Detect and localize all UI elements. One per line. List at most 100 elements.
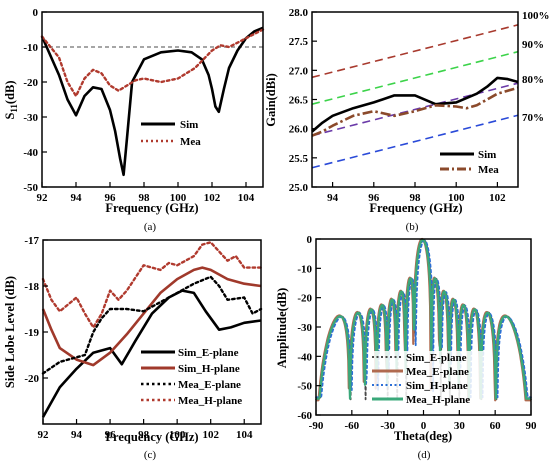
panel-a-ylabel-sub: 11	[9, 104, 19, 113]
y-tick-label: -30	[23, 112, 38, 124]
legend-sim-label: Sim	[180, 119, 198, 131]
legend-mea-e-label: Mea_E-plane	[406, 366, 469, 378]
panel-c-xlabel: Frequency (GHz)	[105, 430, 198, 444]
efficiency-line	[311, 114, 519, 169]
legend-sim-h-label: Sim_H-plane	[178, 363, 240, 375]
panel-c-ticks: 92 94 96 98 100 102 104 -17 -18 -19 -20	[24, 235, 253, 441]
x-tick-label: -90	[309, 420, 324, 432]
x-tick-label: 98	[139, 192, 151, 204]
panel-b-ylabel: Gain(dBi)	[264, 73, 278, 127]
y-tick-label: 25.0	[289, 182, 309, 194]
y-tick-label: -60	[297, 410, 312, 422]
panel-d-ticks: -90 -60 -30 0 30 60 900-10-20-30-40-50-60	[297, 234, 537, 432]
panel-d-xlabel: Theta(deg)	[394, 429, 452, 443]
x-tick-label: 104	[236, 429, 253, 441]
panel-b-caption: (b)	[406, 221, 419, 233]
panel-b-gain: 94 96 98 100 102 25.0 25.5 26.0 26.5 27.0 27.5 28.0…	[264, 7, 550, 233]
y-tick-label: -40	[23, 147, 38, 159]
panel-d-pattern: -90 -60 -30 0 30 60 900-10-20-30-40-50-60 Thet…	[275, 234, 537, 461]
series-sim_e-plane	[41, 289, 262, 418]
efficiency-line	[311, 50, 519, 105]
y-tick-label: 0	[307, 234, 313, 246]
efficiency-label: 70%	[522, 112, 544, 124]
y-tick-label: 0	[33, 7, 39, 19]
legend-sim-h-label: Sim_H-plane	[406, 380, 468, 392]
legend-mea-label: Mea	[180, 136, 201, 148]
y-tick-label: 28.0	[289, 7, 309, 19]
legend-sim-e-label: Sim_E-plane	[406, 352, 467, 364]
y-tick-label: -10	[23, 42, 38, 54]
y-tick-label: -20	[23, 77, 38, 89]
panel-c-sidelobe: 92 94 96 98 100 102 104 -17 -18 -19 -20 Frequency …	[3, 235, 263, 461]
x-tick-label: 94	[71, 192, 83, 204]
panel-c-series	[41, 241, 263, 418]
series-sim_h-plane	[41, 266, 262, 367]
panel-b-legend: Sim Mea	[440, 149, 499, 176]
series-mea	[40, 28, 265, 98]
x-tick-label: 100	[170, 192, 187, 204]
panel-c-caption: (c)	[144, 449, 157, 461]
efficiency-label: 90%	[522, 39, 544, 51]
series-mea_h-plane	[315, 238, 532, 400]
series-mea_h-plane	[41, 241, 263, 329]
x-tick-label: 0	[421, 420, 427, 432]
panel-a-ticks: 92 94 96 98 100 102 104 0 -10 -20 -30 -40 -50	[23, 7, 254, 204]
x-tick-label: 90	[526, 420, 538, 432]
efficiency-line	[311, 82, 519, 137]
y-tick-label: 26.5	[289, 95, 309, 107]
efficiency-line	[311, 24, 519, 79]
panel-a-caption: (a)	[144, 221, 157, 233]
panel-b-xlabel: Frequency (GHz)	[369, 201, 462, 215]
panel-a-ylabel-unit: (dB)	[3, 80, 17, 104]
y-tick-label: -20	[24, 373, 39, 385]
series-sim	[311, 76, 519, 133]
panel-a-xlabel: Frequency (GHz)	[105, 201, 198, 215]
panel-b-ticks: 94 96 98 100 102 25.0 25.5 26.0 26.5 27.0 27.5 28.0	[289, 7, 506, 204]
panel-a-legend: Sim Mea	[141, 119, 201, 148]
panel-a-s11: 92 94 96 98 100 102 104 0 -10 -20 -30 -40 -50 Freque…	[3, 7, 265, 233]
legend-mea-h-label: Mea_H-plane	[178, 395, 242, 407]
x-tick-label: 100	[448, 192, 465, 204]
y-tick-label: -20	[297, 293, 312, 305]
x-tick-label: 92	[37, 192, 49, 204]
x-tick-label: 92	[38, 429, 50, 441]
y-tick-label: -30	[297, 322, 312, 334]
legend-mea-e-label: Mea_E-plane	[178, 379, 241, 391]
legend-mea-h-label: Mea_H-plane	[406, 394, 470, 406]
y-tick-label: -50	[23, 182, 38, 194]
legend-mea-label: Mea	[478, 164, 499, 176]
panel-d-caption: (d)	[418, 449, 431, 461]
x-tick-label: 60	[490, 420, 502, 432]
x-tick-label: 94	[327, 192, 339, 204]
x-tick-label: 104	[238, 192, 255, 204]
x-tick-label: 100	[169, 429, 186, 441]
x-tick-label: 98	[138, 429, 150, 441]
panel-b-efficiency-labels: 100% 90% 80% 70%	[522, 10, 550, 124]
x-tick-label: -30	[380, 420, 395, 432]
efficiency-label: 80%	[522, 74, 544, 86]
y-tick-label: -18	[24, 281, 39, 293]
y-tick-label: 26.0	[289, 124, 309, 136]
panel-a-ylabel-main: S	[3, 113, 17, 120]
y-tick-label: 27.0	[289, 65, 309, 77]
x-tick-label: 102	[204, 192, 221, 204]
y-tick-label: -40	[297, 351, 312, 363]
y-tick-label: -17	[24, 235, 39, 247]
x-tick-label: -60	[344, 420, 359, 432]
x-tick-label: 94	[71, 429, 83, 441]
legend-sim-label: Sim	[478, 149, 496, 161]
y-tick-label: 27.5	[289, 36, 309, 48]
panel-d-series	[315, 237, 532, 402]
x-tick-label: 102	[202, 429, 219, 441]
panel-d-ylabel: Amplitude(dB)	[275, 288, 289, 369]
x-tick-label: 102	[489, 192, 506, 204]
panel-c-ylabel: Side Lobe Level (dB)	[3, 276, 17, 388]
x-tick-label: 98	[410, 192, 422, 204]
x-tick-label: 96	[368, 192, 380, 204]
efficiency-label: 100%	[522, 10, 550, 22]
y-tick-label: -19	[24, 327, 39, 339]
panel-b-series	[311, 24, 519, 169]
series-mea_e-plane	[41, 275, 263, 375]
panel-a-ylabel: S11(dB)	[3, 80, 19, 119]
x-tick-label: 30	[454, 420, 466, 432]
